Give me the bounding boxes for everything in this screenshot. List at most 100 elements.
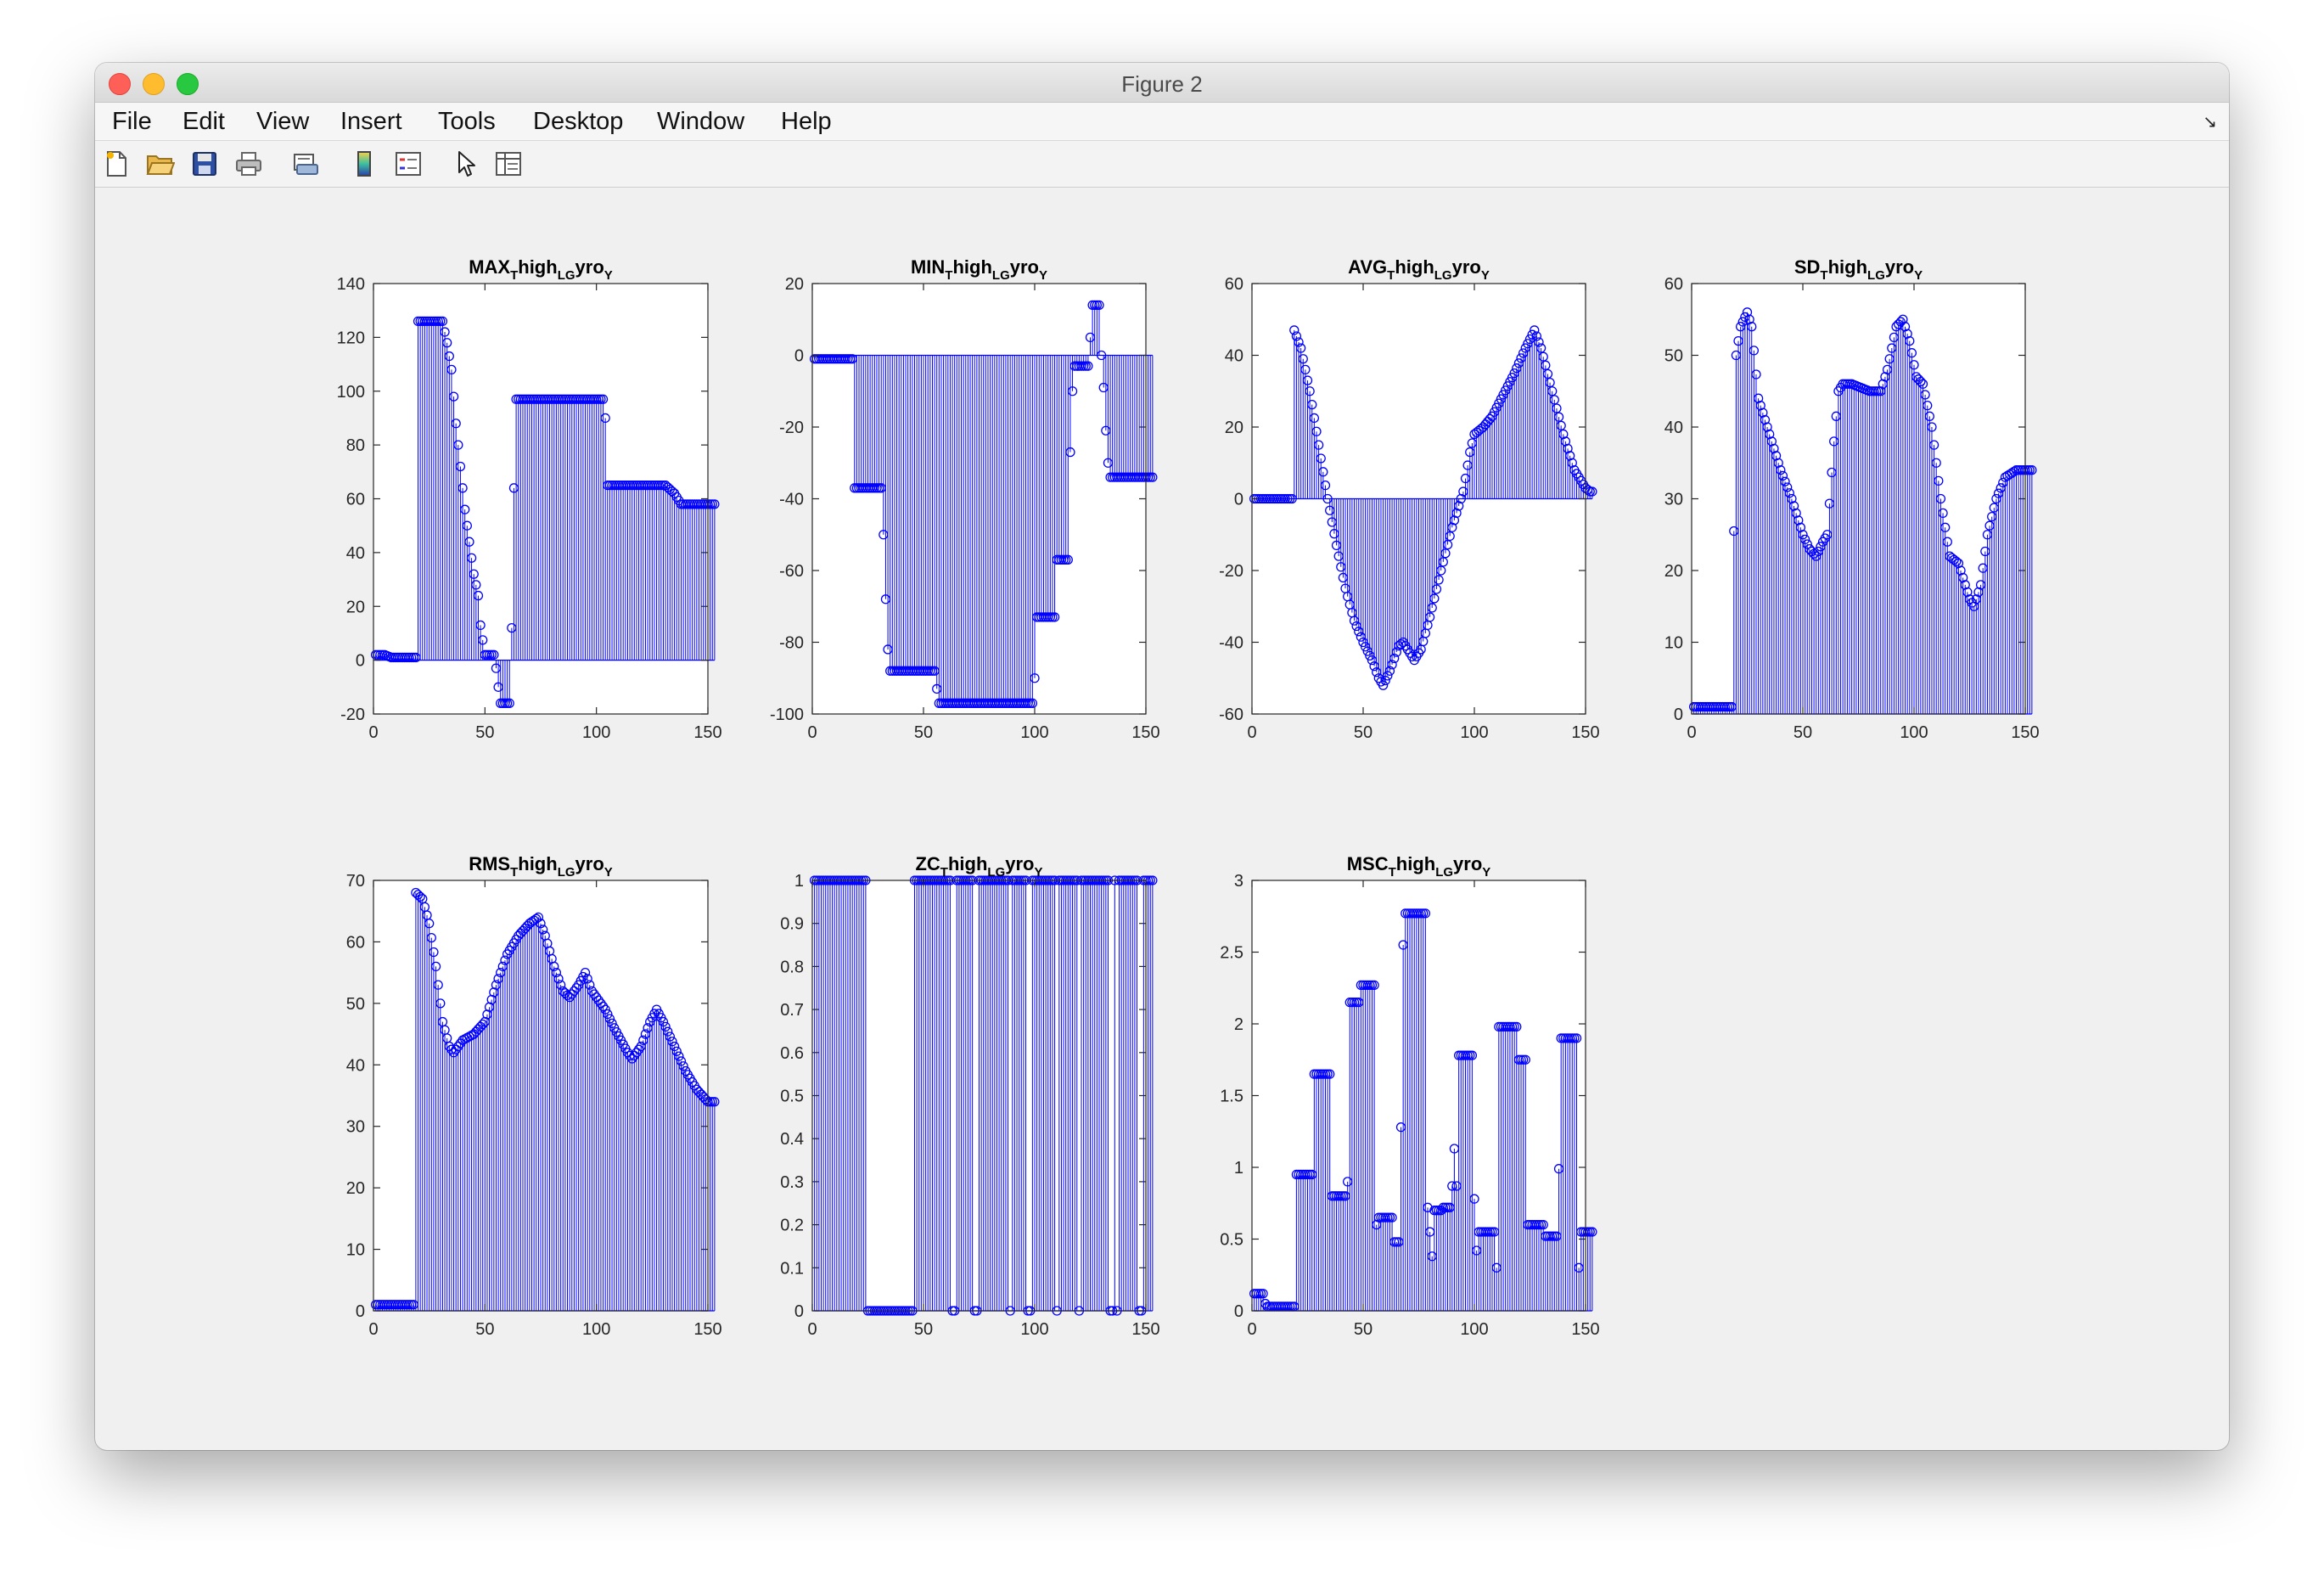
stem-marker (1447, 1181, 1457, 1191)
stem-marker (567, 989, 577, 999)
title-subscript: LG (1435, 865, 1453, 880)
legend-icon[interactable] (394, 149, 423, 178)
stem-marker (1365, 650, 1375, 661)
menu-window[interactable]: Window (657, 108, 745, 135)
subplot-1[interactable]: 050100150-20020406080100120140MAXT​highL… (337, 256, 722, 742)
menu-insert[interactable]: Insert (340, 108, 402, 135)
axes-box (373, 880, 709, 1312)
edit-plot-pointer-icon[interactable] (452, 149, 480, 178)
stem-marker (1420, 908, 1431, 919)
stem-marker (1787, 493, 1797, 504)
stem-marker (1733, 335, 1743, 346)
menu-view[interactable]: View (256, 108, 310, 135)
stem-marker (1753, 393, 1764, 403)
stem-marker (1447, 522, 1457, 532)
stem-marker (453, 440, 463, 450)
stem-marker (1531, 331, 1542, 341)
subplot-4[interactable]: 0 50 100 150 0 10 20 30 40 50 60 SDT​highLG​yroY​ (1664, 256, 2040, 742)
stem-marker (1318, 467, 1328, 477)
stem-marker (1148, 472, 1158, 482)
stem-marker (1458, 486, 1468, 497)
close-window-icon[interactable] (109, 73, 131, 95)
y-tick-label: 0.7 (780, 1001, 804, 1020)
stem-marker (1729, 526, 1739, 537)
y-tick-label: 60 (1664, 275, 1683, 294)
y-tick-label: 0.4 (780, 1130, 804, 1149)
menu-desktop[interactable]: Desktop (533, 108, 624, 135)
menu-help[interactable]: Help (781, 108, 832, 135)
stem-marker (1384, 666, 1395, 676)
stem-marker (1394, 1237, 1404, 1247)
stem-marker (1776, 465, 1786, 475)
print-icon[interactable] (234, 149, 263, 178)
maximize-window-icon[interactable] (177, 73, 199, 95)
stem-marker (1518, 348, 1529, 358)
stem-marker (1563, 443, 1573, 454)
stem-marker (1920, 390, 1930, 400)
y-tick-label: 60 (346, 491, 365, 509)
stem-marker (1934, 475, 1944, 486)
stem-marker (660, 1021, 671, 1032)
stem-marker (1957, 572, 1968, 583)
stem-marker (1325, 1069, 1335, 1079)
stem-marker (674, 1051, 684, 1061)
y-tick-label: 20 (1664, 562, 1683, 581)
stem-marker (596, 998, 606, 1009)
y-tick-label: 100 (337, 383, 365, 402)
stem-marker (1316, 453, 1326, 464)
subplot-3[interactable]: 0 50 100 150 -60 -40 -20 0 20 40 60 AVGT​highLG​yro… (1219, 256, 1600, 742)
print-preview-icon[interactable] (292, 149, 321, 178)
x-tick-label: 0 (368, 723, 378, 742)
stem-marker (1520, 1054, 1530, 1065)
y-tick-label: 120 (337, 329, 365, 347)
stem-marker (636, 1041, 646, 1052)
stem-marker (665, 1032, 675, 1042)
save-icon[interactable] (190, 149, 219, 178)
title-subscript: T (510, 865, 518, 880)
stem-marker (1389, 653, 1400, 664)
subplot-7[interactable]: 0 50 100 150 0 0.5 1 1.5 2 2.5 3 MSCT​highLG​yroY​ (1220, 853, 1600, 1339)
minimize-window-icon[interactable] (143, 73, 165, 95)
stem-marker (1395, 1122, 1406, 1133)
stem-marker (1771, 451, 1782, 461)
stem-marker (1098, 382, 1109, 393)
stem-marker (1424, 612, 1435, 622)
stem-marker (932, 683, 942, 694)
colorbar-icon[interactable] (350, 149, 379, 178)
subplot-5[interactable]: 0 50 100 150 0 10 20 30 40 50 60 70 RMST​highLG​yroY… (346, 853, 722, 1339)
stem-marker (1336, 562, 1346, 572)
property-inspector-icon[interactable] (494, 149, 523, 178)
stem-marker (1378, 680, 1389, 690)
stem-marker (1777, 470, 1788, 481)
stem-marker (1360, 642, 1371, 652)
stem-marker (1900, 322, 1911, 332)
stem-marker (1451, 508, 1462, 519)
subplot-6[interactable]: 0 50 100 150 0 0.1 0.2 0.3 0.4 0.5 0.6 0.7 0.8 0.9 1 ZC… (780, 853, 1160, 1339)
y-tick-label: -40 (779, 491, 804, 509)
stem-marker (1449, 1144, 1460, 1154)
stem-marker (1307, 399, 1317, 410)
title-bar[interactable]: Figure 2 (95, 63, 2229, 103)
menu-tools[interactable]: Tools (438, 108, 496, 135)
stem-marker (710, 499, 720, 509)
subplot-2[interactable]: 0 50 100 150 -100 -80 -60 -40 -20 0 20 MINT​highLG​… (770, 256, 1160, 742)
menu-edit[interactable]: Edit (182, 108, 225, 135)
menu-file[interactable]: File (112, 108, 152, 135)
stem-marker (571, 983, 581, 993)
stem-marker (493, 974, 503, 984)
figure-canvas[interactable]: 050100150-20020406080100120140MAXT​highL… (95, 188, 2229, 1450)
y-tick-label: 20 (1225, 419, 1243, 437)
stem-marker (475, 620, 486, 631)
stem-marker (1467, 1050, 1478, 1060)
new-figure-icon[interactable] (102, 149, 131, 178)
stem-marker (643, 1023, 653, 1033)
y-tick-label: 0.5 (1220, 1231, 1243, 1250)
dock-arrow-icon[interactable]: ↘ (2203, 113, 2217, 132)
stem-marker (453, 1041, 463, 1052)
stem-marker (500, 955, 510, 965)
stem-marker (1465, 447, 1475, 458)
stem-marker (1436, 565, 1446, 576)
open-file-icon[interactable] (146, 149, 175, 178)
stem-marker (469, 569, 479, 579)
stem-marker (638, 1035, 648, 1045)
